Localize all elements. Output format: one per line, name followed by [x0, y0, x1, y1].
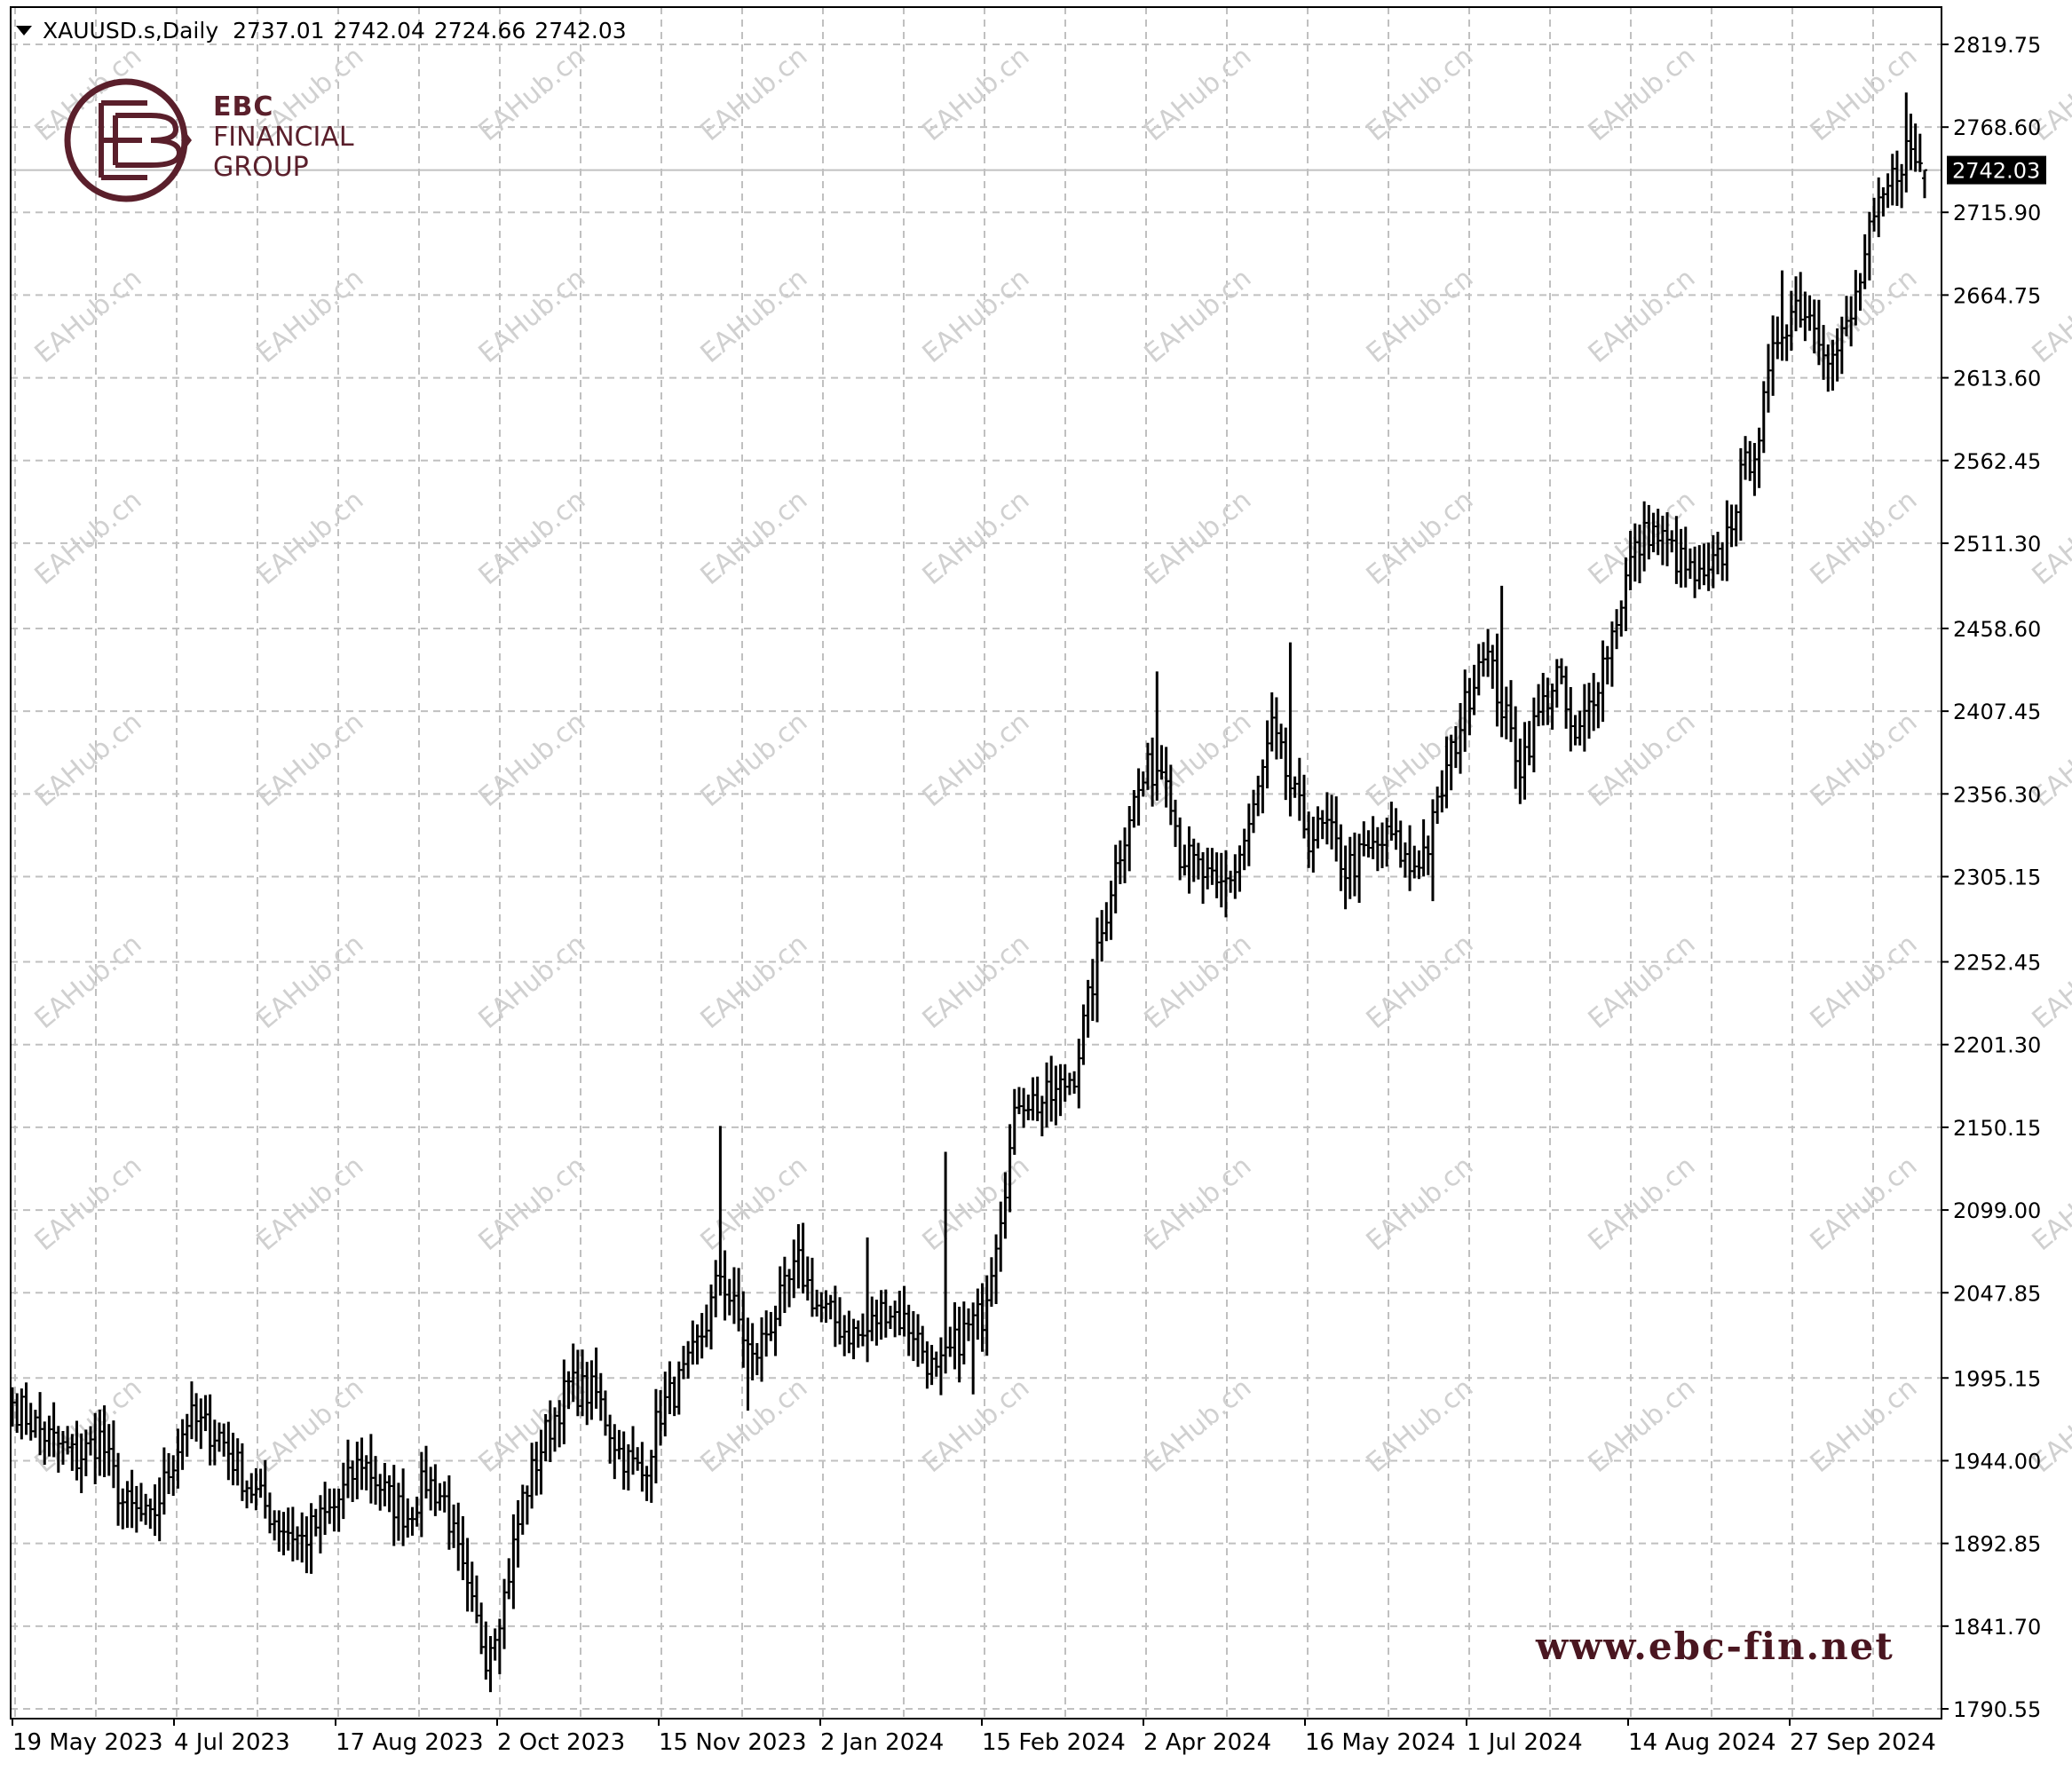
x-tick-label: 17 Aug 2023 [336, 1729, 484, 1756]
x-tick-label: 19 May 2023 [12, 1729, 163, 1756]
open-value: 2737.01 [233, 17, 325, 43]
watermark-text: EAHub.cn [2027, 929, 2072, 1035]
plot-border [10, 6, 1942, 1720]
logo-line1: EBC [213, 91, 274, 123]
ohlc-bar [1917, 133, 1923, 172]
x-tick-label: 1 Jul 2024 [1467, 1729, 1583, 1756]
y-tick-label: 2099.00 [1953, 1198, 2041, 1223]
grid-lines [11, 7, 1942, 1719]
high-value: 2742.04 [333, 17, 425, 43]
y-tick-label: 2150.15 [1953, 1116, 2041, 1141]
chart-header: XAUUSD.s,Daily 2737.01 2742.04 2724.66 2… [16, 12, 636, 48]
logo-line2: FINANCIAL [213, 122, 354, 153]
ebc-logo-icon [64, 78, 192, 202]
y-tick-label: 2715.90 [1953, 201, 2041, 225]
y-tick-label: 2819.75 [1953, 33, 2041, 58]
ohlc-bars [10, 92, 1927, 1693]
y-tick-label: 2562.45 [1953, 449, 2041, 474]
x-tick-label: 15 Nov 2023 [659, 1729, 807, 1756]
x-tick-label: 2 Jan 2024 [820, 1729, 944, 1756]
close-value: 2742.03 [534, 17, 627, 43]
y-tick-label: 2252.45 [1953, 951, 2041, 976]
company-name: EBC FINANCIAL GROUP [213, 92, 354, 183]
y-tick-label: 1892.85 [1953, 1532, 2041, 1557]
y-tick-label: 2305.15 [1953, 866, 2041, 890]
y-tick-label: 2768.60 [1953, 115, 2041, 140]
y-tick-label: 1841.70 [1953, 1615, 2041, 1640]
y-tick-label: 2201.30 [1953, 1033, 2041, 1058]
y-tick-label: 2664.75 [1953, 283, 2041, 308]
current-price-label: 2742.03 [1952, 159, 2040, 184]
logo-line3: GROUP [213, 152, 309, 183]
y-tick-label: 2047.85 [1953, 1281, 2041, 1306]
y-tick-label: 2511.30 [1953, 532, 2041, 557]
y-tick-label: 1995.15 [1953, 1366, 2041, 1391]
plot-area [11, 7, 1942, 1719]
current-price-badge: 2742.03 [1947, 155, 2046, 185]
x-tick-label: 14 Aug 2024 [1628, 1729, 1776, 1756]
y-tick-label: 1944.00 [1953, 1449, 2041, 1474]
x-tick-label: 15 Feb 2024 [982, 1729, 1126, 1756]
x-tick-label: 16 May 2024 [1305, 1729, 1456, 1756]
x-tick-label: 27 Sep 2024 [1790, 1729, 1936, 1756]
dropdown-triangle-icon[interactable] [16, 25, 32, 36]
x-axis: 19 May 2023 4 Jul 2023 17 Aug 2023 2 Oct 20… [12, 1719, 1936, 1756]
x-tick-label: 2 Oct 2023 [497, 1729, 625, 1756]
y-axis: 2819.75 2768.60 2715.90 2664.75 2613.60 2562.… [1942, 33, 2041, 1722]
low-value: 2724.66 [433, 17, 526, 43]
website-url: www.ebc-fin.net [1536, 1625, 1894, 1668]
y-tick-label: 2356.30 [1953, 782, 2041, 807]
y-tick-label: 1790.55 [1953, 1697, 2041, 1722]
y-tick-label: 2458.60 [1953, 617, 2041, 642]
y-tick-label: 2613.60 [1953, 367, 2041, 391]
symbol-label: XAUUSD.s,Daily [43, 17, 219, 43]
ohlc-bar [1922, 169, 1927, 199]
x-tick-label: 2 Apr 2024 [1143, 1729, 1271, 1756]
watermark-text: EAHub.cn [2027, 263, 2072, 369]
x-tick-label: 4 Jul 2023 [174, 1729, 290, 1756]
y-tick-label: 2407.45 [1953, 700, 2041, 724]
